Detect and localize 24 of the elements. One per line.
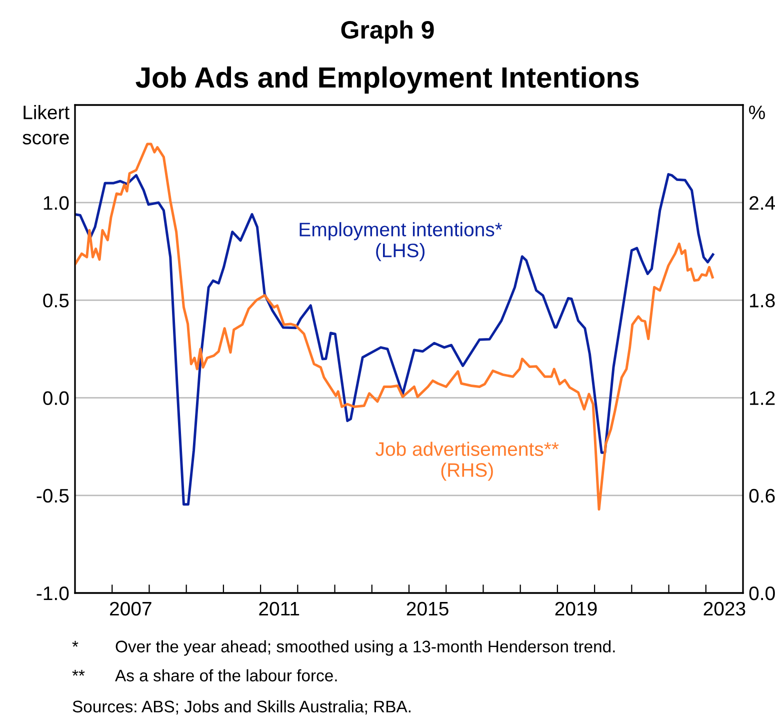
text: * Over the year ahead; smoothed using a 13-month Henderson trend.	[72, 640, 615, 656]
text: ** As a share of the labour force.	[72, 669, 337, 682]
y-tick-label: -0.5	[36, 488, 69, 503]
x-tick-label: 2019	[555, 602, 597, 616]
x-tick-label: 2007	[110, 602, 152, 616]
x-tick-label: 2023	[704, 602, 746, 616]
y2-tick-label: 0.0	[749, 586, 775, 600]
y2-tick-label: 1.2	[750, 391, 775, 405]
x-tick-label: 2011	[259, 602, 300, 616]
y2-axis-title: %	[749, 106, 765, 120]
y2-tick-label: 1.8	[750, 294, 775, 308]
y-axis-title: Likert score	[22, 105, 70, 144]
y-tick-label: 0.0	[43, 391, 69, 406]
y-tick-label: -1.0	[36, 586, 69, 600]
y-tick-label: 1.0	[44, 196, 69, 210]
series-label: Employment intentions* (LHS)	[300, 222, 502, 262]
y-tick-label: 0.5	[43, 294, 69, 308]
x-tick-label: 2015	[406, 602, 448, 616]
chart-subtitle: Job Ads and Employment Intentions	[136, 66, 639, 94]
source-note: Sources: ABS; Jobs and Skills Australia; RBA.	[72, 700, 410, 714]
y2-tick-label: 0.6	[749, 488, 775, 503]
chart-title: Graph 9	[341, 20, 434, 44]
y2-tick-label: 2.4	[750, 196, 775, 210]
series-label: Job advertisements** (RHS)	[376, 442, 559, 481]
